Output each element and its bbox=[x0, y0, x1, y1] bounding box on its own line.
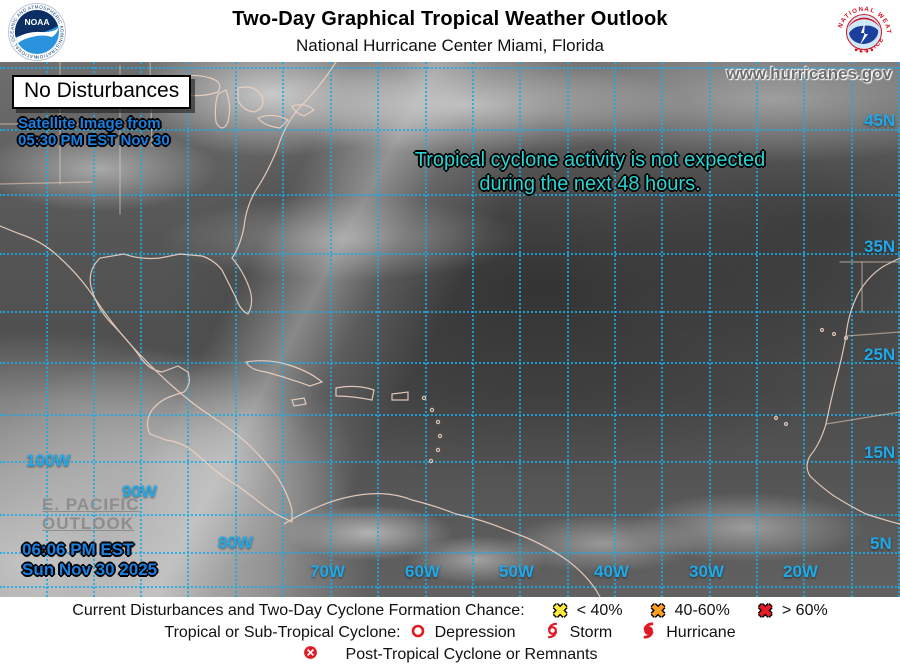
grid-meridian bbox=[46, 62, 48, 597]
coordinate-label: 50W bbox=[499, 562, 534, 581]
grid-parallel bbox=[0, 586, 900, 588]
outlook-message-line2: during the next 48 hours. bbox=[479, 173, 701, 195]
coordinate-label: 80W bbox=[218, 533, 253, 552]
grid-parallel bbox=[0, 311, 900, 313]
grid-meridian bbox=[93, 62, 95, 597]
grid-meridian bbox=[519, 62, 521, 597]
issuance-timestamp-line1: 06:06 PM EST bbox=[22, 540, 134, 559]
grid-meridian bbox=[282, 62, 284, 597]
grid-meridian bbox=[425, 62, 427, 597]
satellite-timestamp-line2: 05:30 PM EST Nov 30 bbox=[18, 132, 170, 149]
latlon-grid bbox=[0, 62, 900, 597]
grid-meridian bbox=[661, 62, 663, 597]
post-tropical-icon bbox=[303, 645, 318, 665]
grid-meridian bbox=[187, 62, 189, 597]
grid-parallel bbox=[0, 414, 900, 416]
grid-parallel bbox=[0, 461, 900, 463]
page-subtitle: National Hurricane Center Miami, Florida bbox=[295, 36, 604, 55]
hurricane-icon bbox=[640, 622, 657, 644]
legend-formation-chance-label: Current Disturbances and Two-Day Cyclone… bbox=[72, 602, 525, 619]
noaa-logo-label: NOAA bbox=[24, 17, 49, 27]
coordinate-label: 35N bbox=[864, 237, 896, 256]
post-tropical-label: Post-Tropical Cyclone or Remnants bbox=[345, 646, 598, 663]
legend-cyclone-type-row: Tropical or Sub-Tropical Cyclone: Depres… bbox=[0, 622, 900, 644]
grid-parallel bbox=[0, 129, 900, 131]
legend-cyclone-type-label: Tropical or Sub-Tropical Cyclone: bbox=[164, 624, 401, 641]
grid-meridian bbox=[330, 62, 332, 597]
depression-icon bbox=[410, 623, 426, 644]
issuance-timestamp-line2: Sun Nov 30 2025 bbox=[22, 560, 158, 579]
grid-parallel bbox=[0, 67, 900, 69]
satellite-imagery bbox=[0, 62, 900, 597]
nws-logo: NATIONAL WEATHER SERVICE bbox=[831, 0, 894, 67]
grid-meridian bbox=[567, 62, 569, 597]
coordinate-label: 70W bbox=[310, 562, 345, 581]
grid-parallel bbox=[0, 253, 900, 255]
grid-meridian bbox=[756, 62, 758, 597]
grid-parallel bbox=[0, 362, 900, 364]
coordinate-labels: 45N 35N 25N 15N 5N 100W 90W 80W 70W 60W 50W 40W 30W 2… bbox=[0, 62, 900, 597]
satellite-timestamp: Satellite Image from 05:30 PM EST Nov 30 bbox=[18, 115, 170, 149]
grid-meridian bbox=[140, 62, 142, 597]
storm-label: Storm bbox=[569, 624, 613, 641]
medium-chance-x-icon: ✖ bbox=[650, 601, 666, 621]
grid-meridian bbox=[472, 62, 474, 597]
depression-label: Depression bbox=[434, 624, 516, 641]
grid-parallel bbox=[0, 514, 900, 516]
coordinate-label: 20W bbox=[783, 562, 818, 581]
issuance-timestamp: 06:06 PM EST Sun Nov 30 2025 bbox=[22, 540, 157, 580]
coordinate-label: 45N bbox=[864, 111, 896, 130]
east-pacific-outlook-link-line1: E. PACIFIC bbox=[42, 495, 140, 514]
satellite-map[interactable]: 45N 35N 25N 15N 5N 100W 90W 80W 70W 60W 50W 40W 30W 2… bbox=[0, 62, 900, 597]
grid-meridian bbox=[851, 62, 853, 597]
storm-icon bbox=[544, 622, 561, 644]
grid-meridian bbox=[709, 62, 711, 597]
status-box: No Disturbances bbox=[12, 75, 192, 109]
hurricane-label: Hurricane bbox=[666, 624, 736, 641]
coordinate-label: 40W bbox=[594, 562, 629, 581]
grid-meridian bbox=[898, 62, 900, 597]
page-header: NATIONAL OCEANIC AND ATMOSPHERIC ADMINIS… bbox=[0, 0, 900, 62]
grid-meridian bbox=[803, 62, 805, 597]
grid-meridian bbox=[377, 62, 379, 597]
outlook-message: Tropical cyclone activity is not expecte… bbox=[300, 148, 880, 196]
high-chance-label: > 60% bbox=[781, 602, 828, 619]
east-pacific-outlook-link-line2: OUTLOOK bbox=[42, 514, 134, 533]
medium-chance-label: 40-60% bbox=[674, 602, 730, 619]
grid-meridian bbox=[614, 62, 616, 597]
coordinate-label: 90W bbox=[122, 482, 157, 501]
grid-meridian bbox=[235, 62, 237, 597]
outlook-message-line1: Tropical cyclone activity is not expecte… bbox=[414, 149, 766, 171]
noaa-logo: NATIONAL OCEANIC AND ATMOSPHERIC ADMINIS… bbox=[6, 0, 66, 66]
page-title: Two-Day Graphical Tropical Weather Outlo… bbox=[232, 8, 668, 30]
legend-post-tropical-row: Post-Tropical Cyclone or Remnants bbox=[0, 644, 900, 666]
satellite-timestamp-line1: Satellite Image from bbox=[18, 115, 161, 132]
coordinate-label: 15N bbox=[864, 443, 896, 462]
legend: Current Disturbances and Two-Day Cyclone… bbox=[0, 597, 900, 665]
coordinate-label: 5N bbox=[870, 534, 892, 553]
low-chance-label: < 40% bbox=[576, 602, 623, 619]
coordinate-label: 60W bbox=[405, 562, 440, 581]
website-watermark: www.hurricanes.gov bbox=[726, 64, 892, 83]
coordinate-label: 25N bbox=[864, 345, 896, 364]
legend-formation-chance-row: Current Disturbances and Two-Day Cyclone… bbox=[0, 600, 900, 622]
grid-parallel bbox=[0, 552, 900, 554]
low-chance-x-icon: ✖ bbox=[552, 601, 568, 621]
coastlines-layer bbox=[0, 62, 900, 597]
coordinate-label: 100W bbox=[26, 451, 71, 470]
east-pacific-outlook-link[interactable]: E. PACIFIC OUTLOOK bbox=[42, 495, 140, 533]
grid-parallel bbox=[0, 194, 900, 196]
coordinate-label: 30W bbox=[689, 562, 724, 581]
high-chance-x-icon: ✖ bbox=[757, 601, 773, 621]
